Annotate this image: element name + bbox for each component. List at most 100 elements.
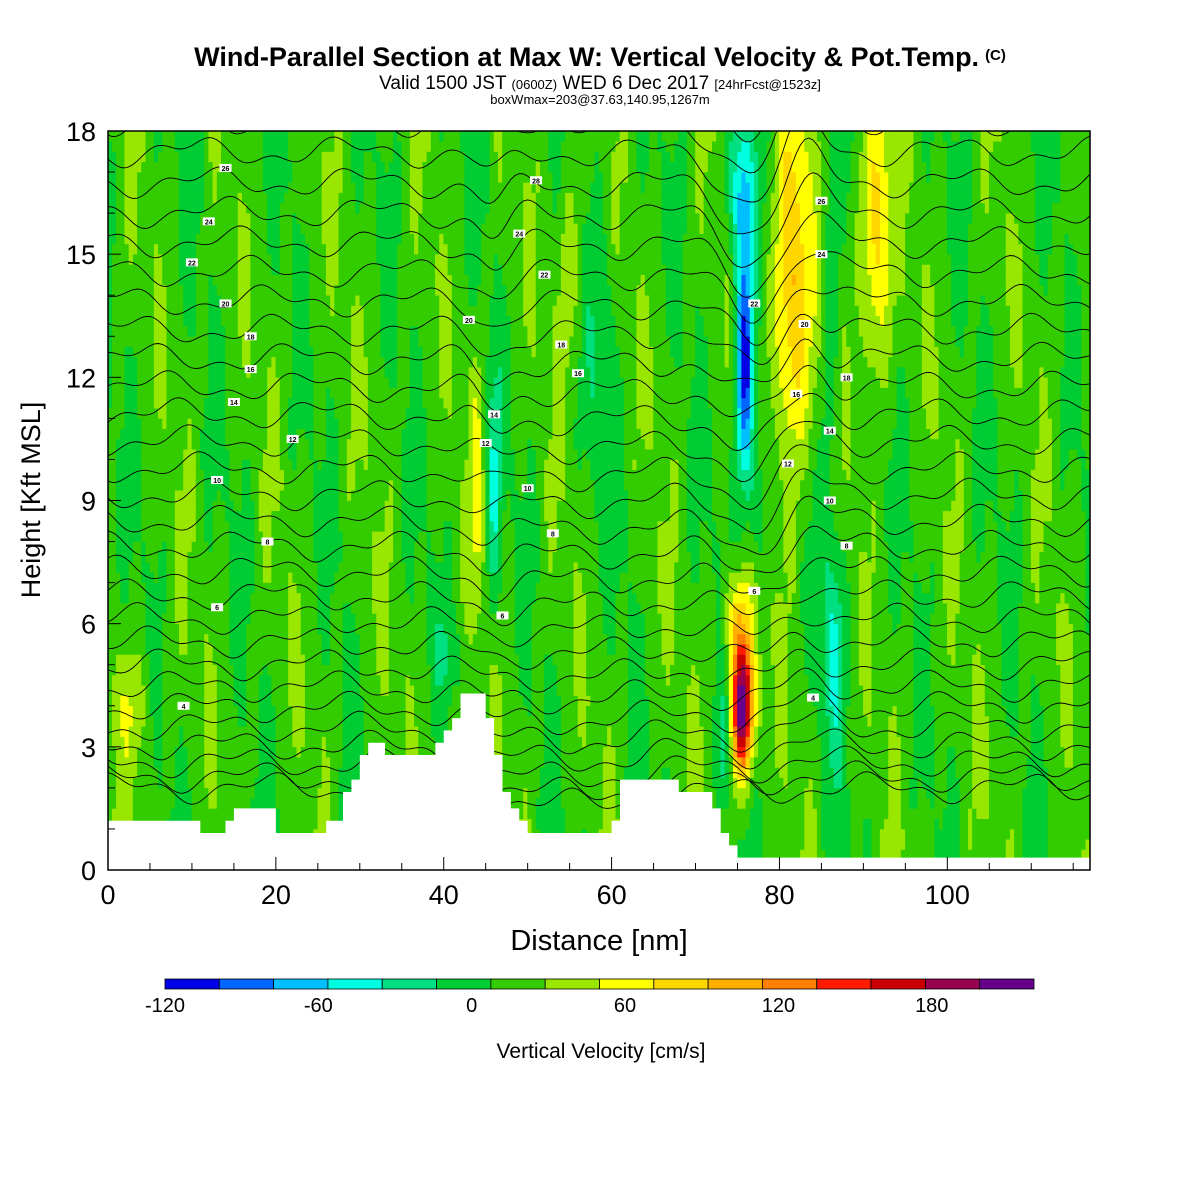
- isentrope-label: 10: [823, 496, 836, 506]
- forecast-info: [24hrFcst@1523z]: [714, 77, 821, 92]
- velocity-field: [108, 131, 1090, 870]
- y-tick-label: 18: [66, 117, 96, 147]
- title-text: Wind-Parallel Section at Max W: Vertical…: [194, 42, 980, 72]
- x-tick-label: 40: [429, 880, 459, 910]
- copyright-mark: (C): [985, 47, 1006, 64]
- isentrope-label-text: 16: [247, 367, 255, 374]
- isentrope-label-text: 22: [188, 260, 196, 267]
- isentrope-label: 12: [286, 434, 299, 444]
- isentrope-label-text: 8: [551, 531, 555, 538]
- colorbar-tick-label: -60: [304, 995, 333, 1017]
- isentrope-label: 18: [555, 340, 568, 349]
- isentrope-label-text: 18: [247, 334, 255, 341]
- isentrope-label-text: 20: [801, 322, 809, 329]
- x-axis-label: Distance [nm]: [510, 925, 687, 957]
- chart-title: Wind-Parallel Section at Max W: Vertical…: [0, 42, 1200, 73]
- terrain: [108, 693, 1090, 870]
- isentrope-label: 20: [798, 319, 811, 329]
- y-tick-label: 0: [81, 856, 96, 886]
- y-axis: 0 3 6 9 12 15 18: [66, 117, 121, 886]
- isentrope-label: 4: [177, 701, 190, 711]
- y-axis-label: Height [Kft MSL]: [16, 402, 46, 599]
- isentrope-label-text: 18: [843, 375, 851, 382]
- isentrope-label-text: 18: [557, 342, 565, 349]
- isentrope-label-text: 6: [501, 613, 505, 620]
- y-tick-label: 12: [66, 363, 96, 393]
- valid-zulu: (0600Z): [511, 77, 558, 92]
- isentrope-label-text: 26: [818, 199, 826, 206]
- x-tick-label: 60: [597, 880, 627, 910]
- colorbar-swatch: [327, 978, 383, 990]
- isentrope-label-text: 12: [784, 462, 792, 469]
- colorbar: -120 -60 0 60 120 180: [145, 978, 1035, 1017]
- colorbar-label: Vertical Velocity [cm/s]: [497, 1040, 706, 1063]
- colorbar-swatch: [707, 978, 763, 990]
- x-tick-label: 20: [261, 880, 291, 910]
- colorbar-tick-label: 60: [614, 995, 636, 1017]
- x-tick-label: 0: [100, 880, 115, 910]
- isentrope-label-text: 6: [752, 589, 756, 596]
- colorbar-swatch: [436, 978, 492, 990]
- isentrope-label-text: 10: [524, 486, 532, 493]
- isentrope-label-text: 28: [532, 178, 540, 185]
- isentrope-label: 4: [807, 693, 820, 703]
- isentrope-label-text: 16: [574, 371, 582, 378]
- isentrope-label-text: 8: [845, 544, 849, 551]
- isentrope-label: 22: [538, 270, 551, 280]
- colorbar-swatch: [164, 978, 220, 990]
- colorbar-swatch: [924, 978, 981, 990]
- isentrope-label: 8: [840, 541, 853, 551]
- isentrope-label-text: 24: [205, 219, 213, 226]
- isentrope-label: 16: [572, 369, 585, 378]
- isentrope-label: 14: [823, 426, 836, 436]
- isentrope-label: 20: [462, 315, 475, 325]
- isentrope-label: 14: [227, 397, 240, 407]
- colorbar-tick-label: 0: [466, 995, 477, 1017]
- isentrope-label: 16: [790, 389, 803, 399]
- isentrope-label: 28: [530, 176, 543, 185]
- x-tick-label: 100: [925, 880, 970, 910]
- y-tick-label: 15: [66, 240, 96, 270]
- colorbar-swatch: [599, 978, 655, 990]
- isentrope-label: 20: [219, 299, 232, 308]
- valid-time: Valid 1500 JST: [379, 73, 507, 94]
- isentrope-label: 14: [488, 410, 501, 419]
- colorbar-swatch: [544, 978, 600, 990]
- isentrope-label-text: 22: [541, 273, 549, 280]
- colorbar-swatch: [490, 978, 546, 990]
- isentropes: [108, 131, 1090, 815]
- chart-subtitle: Valid 1500 JST (0600Z) WED 6 Dec 2017 [2…: [0, 73, 1200, 95]
- y-tick-label: 9: [81, 487, 96, 517]
- isentrope-label-text: 24: [515, 232, 523, 239]
- isentrope-label-text: 10: [213, 478, 221, 485]
- colorbar-swatch: [381, 978, 437, 990]
- isentrope-label: 8: [261, 537, 274, 547]
- isentrope-label-text: 22: [750, 301, 758, 308]
- isentrope-label: 18: [244, 332, 257, 341]
- isentrope-label: 10: [211, 475, 224, 485]
- isentrope-label: 18: [840, 373, 853, 382]
- y-tick-label: 3: [81, 733, 96, 763]
- isentrope-label: 12: [781, 459, 794, 469]
- colorbar-swatch: [218, 978, 275, 990]
- isentrope-labels: 26 24 22 20 18 16 14 12 10 8 6 4 28 24 22 20 18 16 14 12 10 8…: [177, 163, 853, 711]
- colorbar-swatch: [762, 978, 818, 990]
- isentrope-label: 12: [479, 439, 492, 448]
- isentrope-label-text: 12: [482, 441, 490, 448]
- isentrope-label-text: 20: [222, 301, 230, 308]
- colorbar-tick-label: -120: [145, 995, 185, 1017]
- colorbar-tick-label: 180: [915, 995, 948, 1017]
- isentrope-label: 22: [748, 299, 761, 308]
- isentrope-label-text: 10: [826, 499, 834, 506]
- colorbar-swatch: [816, 978, 872, 990]
- colorbar-swatch: [979, 978, 1035, 990]
- isentrope-label-text: 4: [811, 696, 815, 703]
- isentrope-label-text: 4: [182, 704, 186, 711]
- isentrope-label-text: 14: [490, 412, 498, 419]
- isentrope-label: 10: [521, 484, 534, 493]
- valid-date: WED 6 Dec 2017: [562, 73, 710, 94]
- isentrope-label-text: 6: [215, 605, 219, 612]
- isentrope-label: 6: [496, 611, 509, 620]
- isentrope-label: 26: [219, 163, 232, 173]
